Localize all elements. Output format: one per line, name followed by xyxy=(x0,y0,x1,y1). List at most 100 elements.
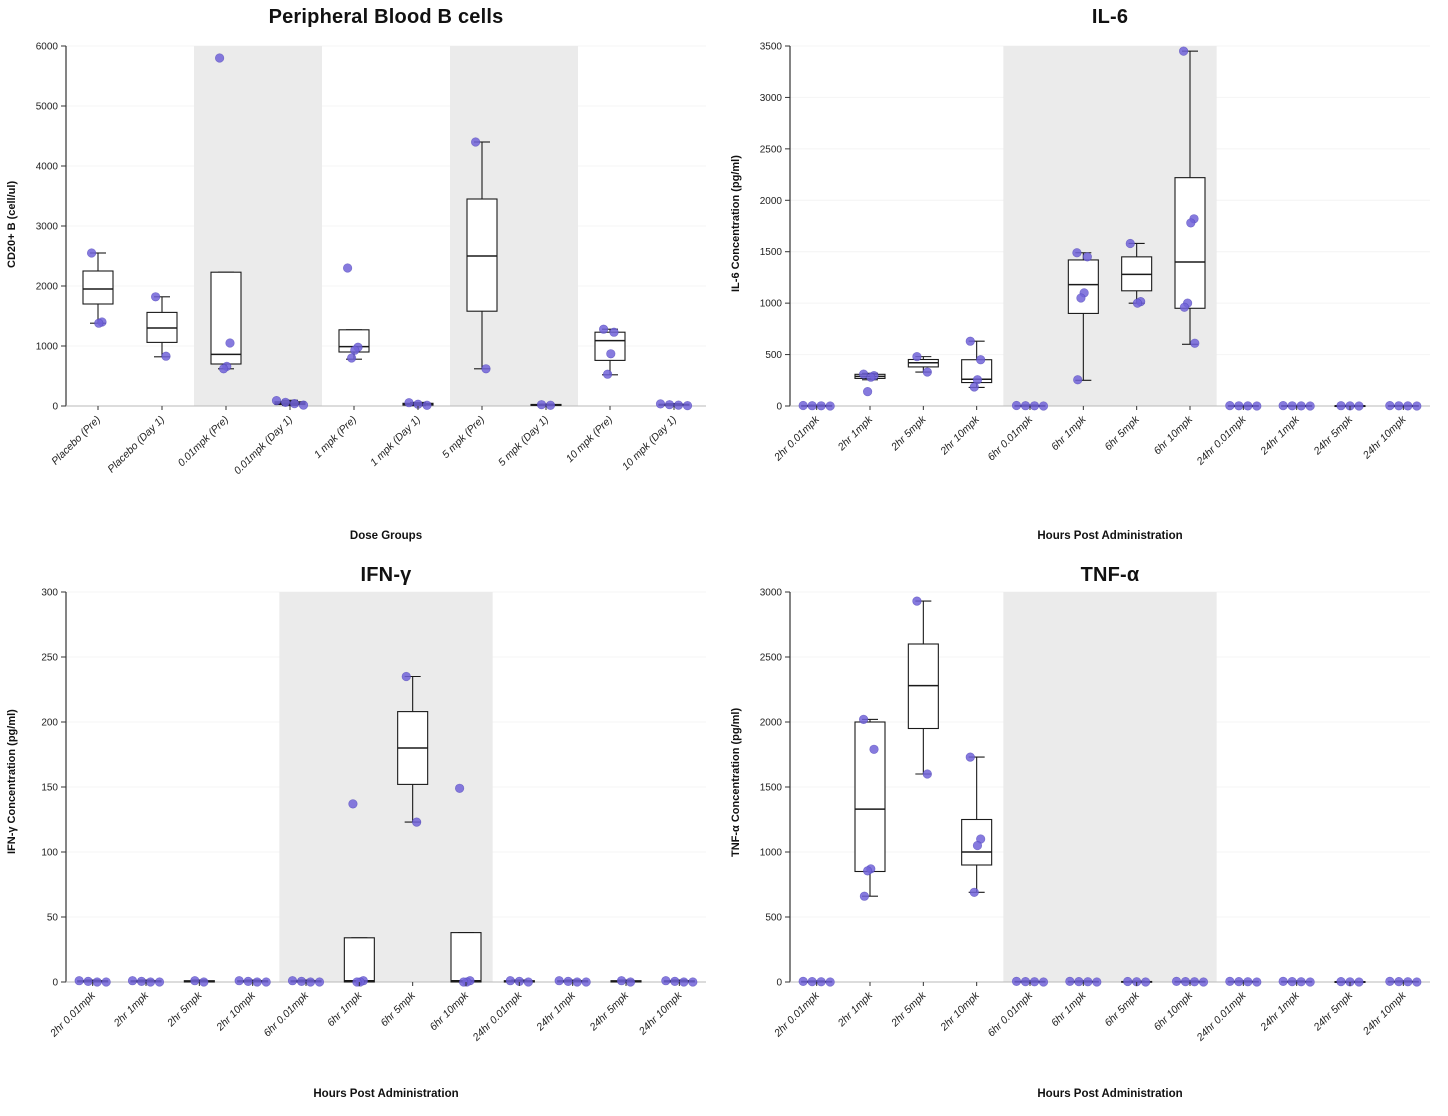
x-tick-label: Placebo (Day 1) xyxy=(105,414,167,476)
data-point xyxy=(869,744,879,754)
box xyxy=(210,271,242,365)
data-point xyxy=(154,977,165,987)
x-tick-label: 24hr 0.01mpk xyxy=(1194,989,1249,1044)
data-point xyxy=(679,977,689,987)
data-point xyxy=(816,977,826,987)
data-point xyxy=(922,769,932,779)
data-point xyxy=(347,353,357,363)
x-tick-label: 5 mpk (Pre) xyxy=(440,414,487,461)
data-point xyxy=(969,887,979,897)
x-tick-label: 2hr 0.01mpk xyxy=(47,989,98,1040)
data-point xyxy=(1171,976,1182,986)
data-point xyxy=(912,596,922,606)
data-point xyxy=(92,977,102,987)
y-tick-label: 3000 xyxy=(36,222,59,233)
data-point xyxy=(1011,400,1022,411)
chart-panel-tnf-alpha: TNF-α TNF-α Concentration (pg/ml) 0 500 10… xyxy=(724,558,1448,1116)
data-point xyxy=(969,382,979,392)
y-tick-label: 50 xyxy=(47,913,59,924)
data-point xyxy=(1252,401,1262,411)
data-point xyxy=(602,369,613,379)
data-point xyxy=(1082,252,1092,262)
x-tick-label: 6hr 5mpk xyxy=(1102,989,1142,1029)
x-tick-label: 2hr 5mpk xyxy=(164,989,205,1030)
box xyxy=(1067,259,1099,314)
data-point xyxy=(289,399,300,409)
data-point xyxy=(350,345,360,355)
data-point xyxy=(481,364,491,374)
data-point xyxy=(1403,401,1413,411)
data-point xyxy=(455,783,465,793)
data-point xyxy=(280,397,291,408)
data-point xyxy=(1020,401,1031,411)
data-point xyxy=(1225,976,1235,986)
data-point xyxy=(922,367,932,377)
chart-svg: 0 50 100 150 200 250 300 2hr 0.01mpk 2hr 1mpk 2hr… xyxy=(41,588,706,1044)
data-point xyxy=(401,671,411,682)
data-point xyxy=(83,976,93,986)
data-point xyxy=(225,338,235,348)
data-point xyxy=(199,977,209,987)
y-tick-label: 500 xyxy=(765,350,782,361)
data-point xyxy=(1076,293,1086,303)
data-point xyxy=(976,355,986,365)
data-point xyxy=(688,977,698,987)
data-point xyxy=(94,318,104,328)
x-tick-label: 24hr 5mpk xyxy=(1311,989,1356,1034)
data-point xyxy=(1074,977,1084,987)
data-point xyxy=(1029,401,1040,411)
plot-area: 0 500 1000 1500 2000 2500 3000 2hr 0.01mpk 2hr 1… xyxy=(724,558,1448,1116)
y-tick-label: 4000 xyxy=(36,162,59,173)
data-point xyxy=(471,137,481,147)
data-point xyxy=(1394,977,1404,987)
y-tick-label: 1500 xyxy=(760,247,783,258)
data-point xyxy=(798,976,808,986)
data-point xyxy=(1029,977,1040,987)
data-point xyxy=(1092,977,1102,987)
x-tick-label: 2hr 0.01mpk xyxy=(771,989,822,1040)
y-tick-label: 2000 xyxy=(760,718,783,729)
data-point xyxy=(1083,977,1093,987)
y-tick-label: 2500 xyxy=(760,653,783,664)
x-tick-label: 2hr 10mpk xyxy=(938,413,983,458)
data-point xyxy=(296,976,307,986)
box xyxy=(1174,177,1206,309)
data-point xyxy=(161,351,171,361)
data-point xyxy=(1305,401,1315,411)
data-point xyxy=(505,976,515,986)
x-tick-label: 6hr 5mpk xyxy=(378,989,418,1029)
data-point xyxy=(572,977,582,987)
x-tick-label: 10 mpk (Day 1) xyxy=(620,414,679,473)
y-tick-label: 200 xyxy=(41,718,58,729)
data-point xyxy=(1336,977,1346,987)
x-tick-label: 2hr 0.01mpk xyxy=(771,413,822,464)
data-point xyxy=(1354,401,1364,411)
box xyxy=(854,721,886,873)
x-tick-label: 6hr 1mpk xyxy=(1049,413,1089,453)
x-tick-label: 10 mpk (Pre) xyxy=(564,414,615,465)
data-point xyxy=(1011,976,1022,986)
y-tick-label: 1500 xyxy=(760,783,783,794)
highlight-band xyxy=(1003,592,1217,982)
x-tick-label: 6hr 1mpk xyxy=(1049,989,1089,1029)
data-point xyxy=(545,400,556,410)
data-point xyxy=(287,976,298,986)
chart-svg: 0 500 1000 1500 2000 2500 3000 2hr 0.01mpk 2hr 1… xyxy=(760,588,1430,1044)
x-tick-label: 24hr 0.01mpk xyxy=(1194,413,1249,468)
data-point xyxy=(190,976,200,986)
data-point xyxy=(1123,976,1133,987)
y-tick-label: 1000 xyxy=(760,848,783,859)
data-point xyxy=(581,977,591,987)
data-point xyxy=(616,976,627,986)
x-tick-label: 6hr 5mpk xyxy=(1102,413,1142,453)
data-point xyxy=(1132,977,1142,987)
x-tick-label: 2hr 10mpk xyxy=(938,989,983,1034)
data-point xyxy=(523,977,533,987)
y-tick-label: 0 xyxy=(776,978,782,989)
plot-area: 0 500 1000 1500 2000 2500 3000 3500 2hr 0.01mpk 2… xyxy=(724,0,1448,558)
x-tick-label: 1 mpk (Pre) xyxy=(312,414,359,461)
data-point xyxy=(271,396,282,406)
data-point xyxy=(1345,401,1355,411)
chart-title: Peripheral Blood B cells xyxy=(268,6,504,28)
x-tick-label: 24hr 10mpk xyxy=(1360,413,1409,462)
